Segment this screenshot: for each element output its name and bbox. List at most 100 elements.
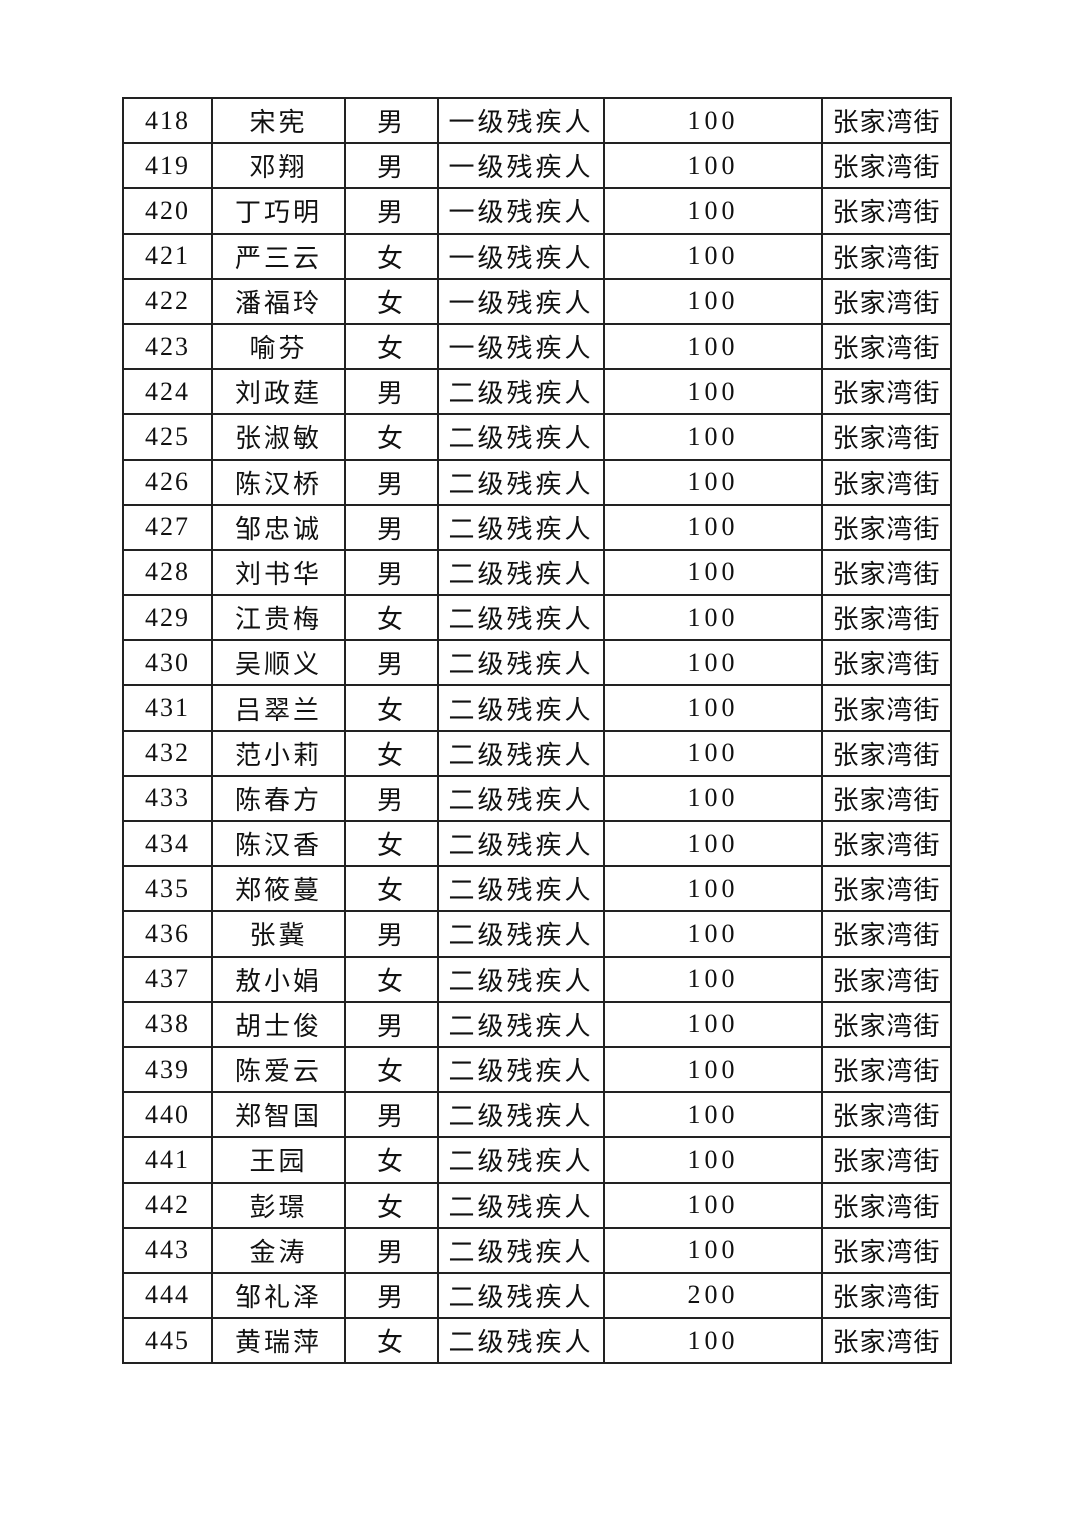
gender-cell: 女: [344, 955, 439, 1003]
name-cell: 邹礼泽: [211, 1271, 346, 1320]
street-cell: 张家湾街: [821, 458, 952, 506]
serial-number-cell: 440: [122, 1091, 213, 1139]
street-cell: 张家湾街: [821, 503, 952, 551]
name-cell: 丁巧明: [211, 187, 346, 235]
name-cell: 吴顺义: [211, 639, 346, 687]
serial-number-cell: 445: [122, 1317, 213, 1365]
street-cell: 张家湾街: [821, 96, 952, 145]
gender-cell: 男: [344, 774, 439, 823]
table-row: 424 刘政莛男二级残疾人 100 张家湾街: [122, 368, 952, 416]
amount-cell: 100: [603, 187, 823, 235]
name-cell: 喻芬: [211, 322, 346, 371]
disability-level-cell: 一级残疾人: [437, 322, 605, 371]
disability-level-cell: 二级残疾人: [437, 865, 605, 913]
gender-cell: 女: [344, 819, 439, 868]
name-cell: 张冀: [211, 910, 346, 958]
name-cell: 宋宪: [211, 96, 346, 145]
serial-number-cell: 430: [122, 639, 213, 687]
serial-number-cell: 422: [122, 277, 213, 325]
gender-cell: 男: [344, 368, 439, 416]
serial-number-cell: 427: [122, 503, 213, 551]
street-cell: 张家湾街: [821, 1091, 952, 1139]
amount-cell: 100: [603, 1181, 823, 1229]
serial-number-cell: 434: [122, 819, 213, 868]
table-row: 442 彭璟女二级残疾人 100 张家湾街: [122, 1181, 952, 1229]
street-cell: 张家湾街: [821, 232, 952, 280]
serial-number-cell: 428: [122, 548, 213, 597]
name-cell: 潘福玲: [211, 277, 346, 325]
table-row: 441 王园女二级残疾人 100 张家湾街: [122, 1136, 952, 1184]
street-cell: 张家湾街: [821, 142, 952, 190]
disability-level-cell: 二级残疾人: [437, 1091, 605, 1139]
serial-number-cell: 431: [122, 684, 213, 732]
disability-level-cell: 一级残疾人: [437, 232, 605, 280]
serial-number-cell: 423: [122, 322, 213, 371]
amount-cell: 200: [603, 1271, 823, 1320]
disability-level-cell: 二级残疾人: [437, 458, 605, 506]
disability-level-cell: 二级残疾人: [437, 774, 605, 823]
serial-number-cell: 438: [122, 1000, 213, 1048]
table-row: 433 陈春方男二级残疾人 100 张家湾街: [122, 774, 952, 823]
disability-level-cell: 二级残疾人: [437, 368, 605, 416]
name-cell: 邹忠诚: [211, 503, 346, 551]
disability-level-cell: 二级残疾人: [437, 1271, 605, 1320]
amount-cell: 100: [603, 1136, 823, 1184]
disability-level-cell: 二级残疾人: [437, 910, 605, 958]
serial-number-cell: 429: [122, 594, 213, 642]
gender-cell: 男: [344, 458, 439, 506]
serial-number-cell: 444: [122, 1271, 213, 1320]
name-cell: 刘政莛: [211, 368, 346, 416]
serial-number-cell: 425: [122, 413, 213, 461]
amount-cell: 100: [603, 1091, 823, 1139]
amount-cell: 100: [603, 774, 823, 823]
gender-cell: 女: [344, 413, 439, 461]
serial-number-cell: 419: [122, 142, 213, 190]
name-cell: 王园: [211, 1136, 346, 1184]
serial-number-cell: 432: [122, 729, 213, 777]
amount-cell: 100: [603, 142, 823, 190]
serial-number-cell: 435: [122, 865, 213, 913]
street-cell: 张家湾街: [821, 1317, 952, 1365]
street-cell: 张家湾街: [821, 865, 952, 913]
gender-cell: 男: [344, 142, 439, 190]
disability-level-cell: 二级残疾人: [437, 1045, 605, 1094]
table-row: 425 张淑敏女二级残疾人 100 张家湾街: [122, 413, 952, 461]
street-cell: 张家湾街: [821, 955, 952, 1003]
amount-cell: 100: [603, 1317, 823, 1365]
amount-cell: 100: [603, 458, 823, 506]
street-cell: 张家湾街: [821, 1181, 952, 1229]
gender-cell: 男: [344, 1000, 439, 1048]
table-row: 428 刘书华男二级残疾人 100 张家湾街: [122, 548, 952, 597]
gender-cell: 男: [344, 1271, 439, 1320]
disability-level-cell: 二级残疾人: [437, 955, 605, 1003]
serial-number-cell: 433: [122, 774, 213, 823]
serial-number-cell: 418: [122, 96, 213, 145]
amount-cell: 100: [603, 1045, 823, 1094]
amount-cell: 100: [603, 639, 823, 687]
street-cell: 张家湾街: [821, 639, 952, 687]
table-row: 418 宋宪男一级残疾人 100 张家湾街: [122, 96, 952, 145]
gender-cell: 女: [344, 277, 439, 325]
table-row: 434 陈汉香女二级残疾人 100 张家湾街: [122, 819, 952, 868]
street-cell: 张家湾街: [821, 368, 952, 416]
disability-level-cell: 二级残疾人: [437, 1000, 605, 1048]
street-cell: 张家湾街: [821, 774, 952, 823]
disability-level-cell: 二级残疾人: [437, 729, 605, 777]
amount-cell: 100: [603, 594, 823, 642]
table-row: 431 吕翠兰女二级残疾人 100 张家湾街: [122, 684, 952, 732]
name-cell: 刘书华: [211, 548, 346, 597]
gender-cell: 男: [344, 639, 439, 687]
amount-cell: 100: [603, 232, 823, 280]
serial-number-cell: 443: [122, 1226, 213, 1274]
disability-level-cell: 一级残疾人: [437, 277, 605, 325]
street-cell: 张家湾街: [821, 322, 952, 371]
gender-cell: 男: [344, 910, 439, 958]
disability-level-cell: 二级残疾人: [437, 503, 605, 551]
serial-number-cell: 442: [122, 1181, 213, 1229]
amount-cell: 100: [603, 1000, 823, 1048]
gender-cell: 女: [344, 1181, 439, 1229]
amount-cell: 100: [603, 322, 823, 371]
street-cell: 张家湾街: [821, 684, 952, 732]
disability-level-cell: 二级残疾人: [437, 594, 605, 642]
street-cell: 张家湾街: [821, 1271, 952, 1320]
